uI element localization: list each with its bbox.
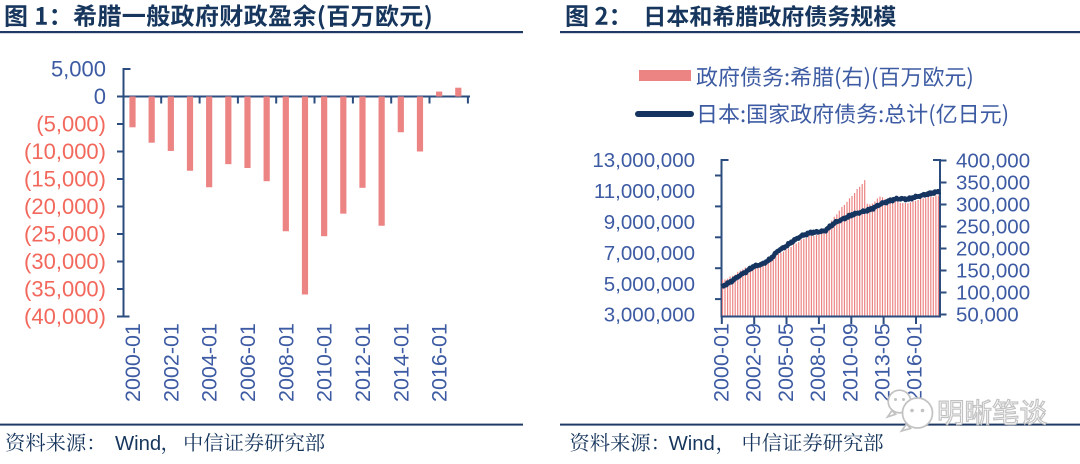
- svg-text:9,000,000: 9,000,000: [604, 211, 695, 234]
- svg-text:2004-01: 2004-01: [198, 323, 222, 402]
- svg-text:350,000: 350,000: [956, 172, 1030, 195]
- svg-text:(15,000): (15,000): [24, 167, 106, 192]
- svg-text:2006-01: 2006-01: [236, 323, 260, 402]
- svg-text:2008-01: 2008-01: [274, 323, 298, 402]
- svg-text:(40,000): (40,000): [24, 304, 106, 329]
- svg-text:300,000: 300,000: [956, 194, 1030, 217]
- svg-text:Wind: Wind: [669, 433, 715, 455]
- svg-text:(35,000): (35,000): [24, 277, 106, 302]
- svg-text:2013-05: 2013-05: [871, 323, 895, 402]
- svg-text:2014-01: 2014-01: [389, 323, 413, 402]
- svg-text:11,000,000: 11,000,000: [594, 180, 695, 203]
- svg-text:150,000: 150,000: [956, 260, 1030, 283]
- svg-text:Wind: Wind: [115, 433, 161, 455]
- svg-text:(10,000): (10,000): [24, 139, 106, 164]
- svg-text:5,000,000: 5,000,000: [604, 273, 695, 296]
- svg-text:50,000: 50,000: [956, 304, 1019, 327]
- svg-text:2010-09: 2010-09: [838, 323, 862, 402]
- svg-text:(20,000): (20,000): [24, 194, 106, 219]
- svg-text:2008-01: 2008-01: [806, 323, 830, 402]
- svg-text:2002-01: 2002-01: [159, 323, 183, 402]
- svg-text:2016-01: 2016-01: [903, 323, 927, 402]
- svg-text:200,000: 200,000: [956, 238, 1030, 261]
- svg-text:400,000: 400,000: [956, 150, 1030, 173]
- svg-text:7,000,000: 7,000,000: [604, 242, 695, 265]
- svg-text:2012-01: 2012-01: [351, 323, 375, 402]
- svg-text:(30,000): (30,000): [24, 249, 106, 274]
- svg-text:5,000: 5,000: [51, 57, 106, 82]
- svg-text:2002-09: 2002-09: [742, 323, 766, 402]
- svg-text:100,000: 100,000: [956, 282, 1030, 305]
- svg-text:2000-01: 2000-01: [121, 323, 145, 402]
- svg-text:0: 0: [94, 84, 106, 109]
- svg-text:2016-01: 2016-01: [428, 323, 452, 402]
- svg-text:3,000,000: 3,000,000: [604, 304, 695, 327]
- svg-text:2010-01: 2010-01: [313, 323, 337, 402]
- svg-text:250,000: 250,000: [956, 216, 1030, 239]
- svg-text:2000-01: 2000-01: [710, 323, 734, 402]
- svg-text:2005-05: 2005-05: [774, 323, 798, 402]
- svg-text:13,000,000: 13,000,000: [592, 149, 695, 172]
- svg-text:(5,000): (5,000): [36, 112, 106, 137]
- svg-text:(25,000): (25,000): [24, 222, 106, 247]
